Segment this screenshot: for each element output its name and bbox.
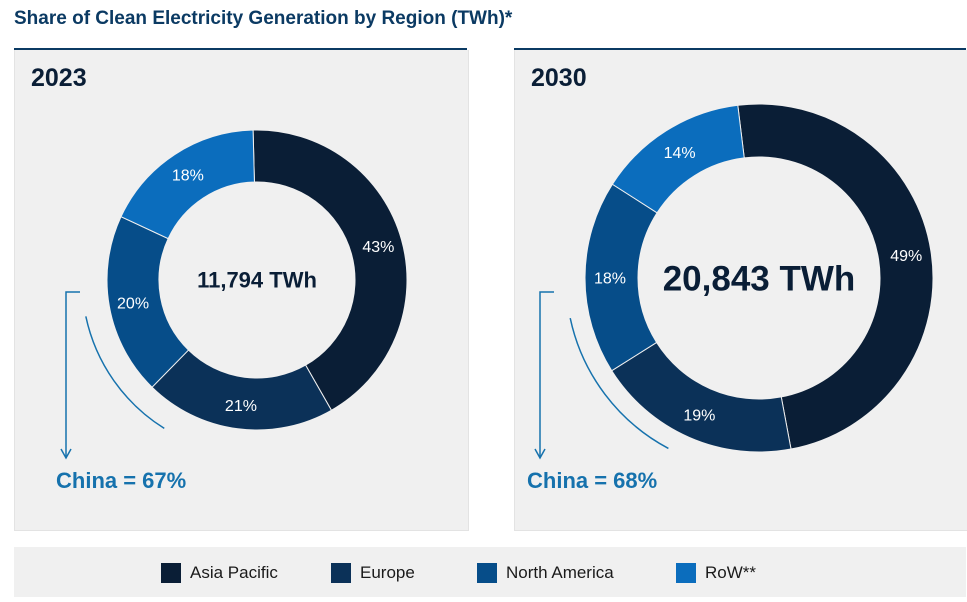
china-annotation: China = 67% [56,468,187,493]
legend-item-europe: Europe [331,563,415,583]
slice-europe [611,341,792,453]
china-bracket-arc [569,317,669,450]
slice-label-europe: 21% [225,398,257,415]
slice-asia-pacific [737,103,934,450]
china-arrow-line [539,291,554,458]
slice-label-north-america: 20% [117,296,149,313]
legend-swatch [676,563,696,583]
legend-label: RoW** [705,563,757,582]
donut-chart-2030: 49% 19% 18% 14% 20,843 TWh [534,103,934,460]
panel-2030: 2030 49% 19% 18% 14% 20,843 TWh China = 68% [514,50,967,531]
legend-item-asia-pacific: Asia Pacific [161,563,278,583]
legend-label: Asia Pacific [190,563,278,582]
chart-title: Share of Clean Electricity Generation by… [14,8,513,29]
china-annotation: China = 68% [527,468,658,493]
slice-asia-pacific [252,129,408,411]
slice-label-asia-pacific: 43% [362,239,394,256]
legend-swatch [331,563,351,583]
legend-swatch [477,563,497,583]
legend-swatch [161,563,181,583]
slice-label-asia-pacific: 49% [890,248,922,265]
slice-europe [151,349,333,431]
panel-2023: 2023 43% 21% 20% 18% 11,794 TWh China = 67% [14,50,469,531]
panel-year: 2030 [531,64,587,92]
legend-item-north-america: North America [477,563,614,583]
slice-row [120,129,255,240]
legend-label: Europe [360,563,415,582]
legend-item-row: RoW** [676,563,756,583]
center-total-label: 11,794 TWh [197,268,317,293]
slice-row [611,104,745,214]
slice-label-north-america: 18% [594,270,626,287]
title-rule-right [514,48,966,50]
panel-year: 2023 [31,64,87,92]
china-arrow-line [65,291,80,458]
center-total-label: 20,843 TWh [663,259,856,298]
legend-label: North America [506,563,614,582]
legend: Asia Pacific Europe North America RoW** [14,547,966,597]
china-arrow-head [534,448,546,460]
donut-chart-2023: 43% 21% 20% 18% 11,794 TWh [60,129,408,460]
china-bracket-arc [85,316,165,430]
slice-label-row: 18% [172,168,204,185]
slice-label-row: 14% [664,145,696,162]
slice-label-europe: 19% [683,408,715,425]
title-rule-left [14,48,467,50]
china-arrow-head [60,448,72,460]
